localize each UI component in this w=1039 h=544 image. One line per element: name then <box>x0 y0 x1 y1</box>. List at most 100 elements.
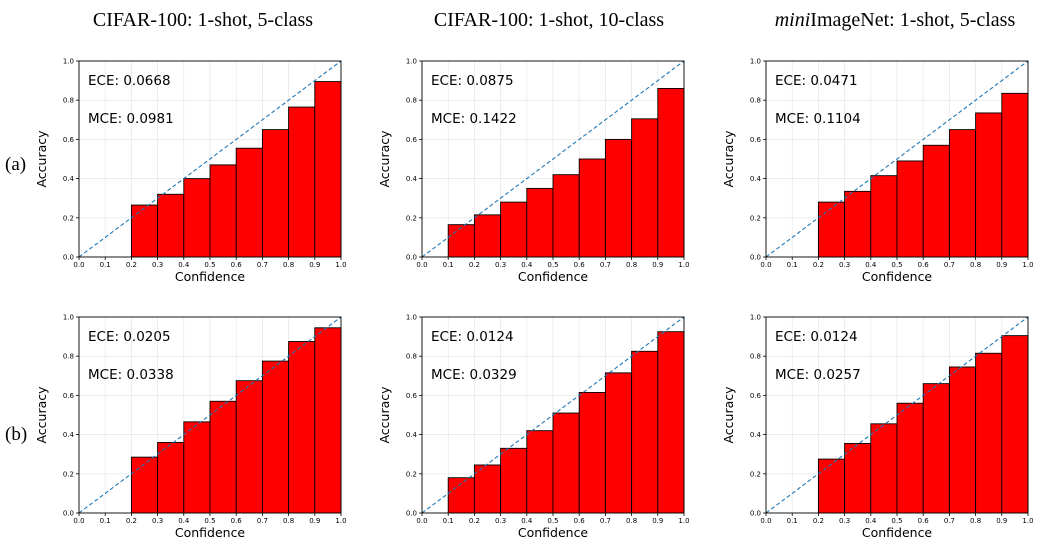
panel-3-xtick-label-7: 0.7 <box>944 261 955 269</box>
panel-4-bar-4 <box>209 400 237 514</box>
panel-6-xtick-label-3: 0.3 <box>839 517 850 525</box>
panel-5-xlabel: Confidence <box>518 525 589 540</box>
panel-1-xtick-label-3: 0.3 <box>152 261 163 269</box>
panel-6-xtick-label-9: 0.9 <box>996 517 1007 525</box>
panel-3-xtick-label-1: 0.1 <box>787 261 798 269</box>
panel-1-ytick-label-4: 0.8 <box>63 97 74 105</box>
panel-4-bar-6 <box>261 360 290 514</box>
panel-3-ytick-label-5: 1.0 <box>750 58 761 66</box>
panel-2-bar-9 <box>657 87 685 258</box>
panel-6-xtick-label-4: 0.4 <box>865 517 877 525</box>
panel-6-xtick-label-10: 1.0 <box>1022 517 1033 525</box>
panel-6-xtick-label-5: 0.5 <box>891 517 902 525</box>
panel-1-xtick-label-5: 0.5 <box>204 261 215 269</box>
panel-6-bar-6 <box>948 366 977 514</box>
panel-2-ylabel: Accuracy <box>377 130 392 188</box>
panel-2-bar-4 <box>526 187 554 258</box>
panel-5-xtick-label-7: 0.7 <box>600 517 611 525</box>
panel-1-xtick-label-10: 1.0 <box>335 261 346 269</box>
panel-4-ytick-label-5: 1.0 <box>63 314 74 322</box>
panel-5: 0.0 0.1 0.2 0.3 0.4 0.5 0.6 0.7 0.8 0.9 1.0 0.0 0.2 0… <box>377 314 690 541</box>
panel-1-ytick-label-1: 0.2 <box>63 214 74 222</box>
panel-4-xtick-label-7: 0.7 <box>257 517 268 525</box>
panel-3-xtick-label-5: 0.5 <box>891 261 902 269</box>
panel-2-xtick-label-7: 0.7 <box>600 261 611 269</box>
panel-1-bar-2 <box>157 193 185 258</box>
panel-3-bar-2 <box>844 190 872 258</box>
panel-4-ytick-label-3: 0.6 <box>63 392 75 400</box>
panel-3-xlabel: Confidence <box>862 269 933 284</box>
panel-5-mce-label: MCE: 0.0329 <box>431 367 517 383</box>
panel-1: 0.0 0.1 0.2 0.3 0.4 0.5 0.6 0.7 0.8 0.9 1.0 0.0 0.2 0… <box>34 58 347 285</box>
panel-6-diagonal-line <box>765 316 1029 514</box>
panel-2: 0.0 0.1 0.2 0.3 0.4 0.5 0.6 0.7 0.8 0.9 1.0 0.0 0.2 0… <box>377 58 690 285</box>
panel-2-bar-1 <box>447 224 475 258</box>
column-title-1: CIFAR-100: 1-shot, 5-class <box>93 9 313 31</box>
panel-2-xtick-label-2: 0.2 <box>469 261 480 269</box>
panel-5-ylabel: Accuracy <box>377 386 392 444</box>
panel-2-xtick-label-9: 0.9 <box>652 261 663 269</box>
panel-1-ytick-label-5: 1.0 <box>63 58 74 66</box>
panel-1-bar-4 <box>209 164 237 258</box>
panel-3-xtick-label-3: 0.3 <box>839 261 850 269</box>
panel-2-ece-label: ECE: 0.0875 <box>431 73 514 89</box>
panel-2-xtick-label-0: 0.0 <box>416 261 427 269</box>
panel-4-xlabel: Confidence <box>175 525 246 540</box>
panel-3-xtick-label-2: 0.2 <box>813 261 824 269</box>
panel-1-mce-label: MCE: 0.0981 <box>88 111 174 127</box>
panel-5-bar-3 <box>500 447 528 514</box>
panel-6-xtick-label-6: 0.6 <box>918 517 930 525</box>
panel-4-xtick-label-10: 1.0 <box>335 517 346 525</box>
panel-4-bar-8 <box>314 327 342 514</box>
panel-3-bar-4 <box>896 160 924 258</box>
panel-1-bar-6 <box>261 129 290 258</box>
panel-4-xtick-label-3: 0.3 <box>152 517 163 525</box>
panel-3-bar-1 <box>817 201 846 258</box>
panel-4-bar-2 <box>157 441 185 514</box>
panel-1-bar-3 <box>183 178 211 258</box>
panel-5-ytick-label-0: 0.0 <box>406 510 417 518</box>
panel-3-ytick-label-2: 0.4 <box>750 175 762 183</box>
panel-4-bar-5 <box>235 380 263 514</box>
panel-1-bar-5 <box>235 147 263 258</box>
panel-4-xtick-label-6: 0.6 <box>231 517 243 525</box>
row-label-a: (a) <box>5 154 26 175</box>
panel-2-xtick-label-10: 1.0 <box>678 261 689 269</box>
panel-1-ylabel: Accuracy <box>34 130 49 188</box>
panel-1-ytick-label-0: 0.0 <box>63 254 74 262</box>
panel-5-bar-6 <box>578 392 606 514</box>
panel-5-xtick-label-0: 0.0 <box>416 517 427 525</box>
panel-2-xtick-label-5: 0.5 <box>547 261 558 269</box>
panel-4-xtick-label-2: 0.2 <box>126 517 137 525</box>
panel-3: 0.0 0.1 0.2 0.3 0.4 0.5 0.6 0.7 0.8 0.9 1.0 0.0 0.2 0… <box>721 58 1034 285</box>
panel-6-ylabel: Accuracy <box>721 386 736 444</box>
panel-4-diagonal-line <box>78 316 342 514</box>
panel-3-xtick-label-4: 0.4 <box>865 261 877 269</box>
panel-5-bar-8 <box>631 350 659 514</box>
panel-4-xtick-label-4: 0.4 <box>178 517 190 525</box>
panel-3-ytick-label-0: 0.0 <box>750 254 761 262</box>
panel-4-ylabel: Accuracy <box>34 386 49 444</box>
panel-2-bar-3 <box>500 201 528 258</box>
panel-6-ytick-label-2: 0.4 <box>750 431 762 439</box>
panel-5-bar-7 <box>604 372 633 514</box>
panel-5-diagonal-line <box>421 316 685 514</box>
panel-2-ytick-label-1: 0.2 <box>406 214 417 222</box>
panel-5-xtick-label-5: 0.5 <box>547 517 558 525</box>
panel-2-bar-2 <box>473 214 502 258</box>
panel-2-xtick-label-4: 0.4 <box>521 261 533 269</box>
panel-1-bar-8 <box>314 81 342 258</box>
panel-6-ytick-label-4: 0.8 <box>750 353 761 361</box>
panel-4-bar-3 <box>183 421 211 514</box>
panel-6-bar-1 <box>817 458 846 514</box>
panel-2-xtick-label-1: 0.1 <box>443 261 454 269</box>
panel-6-ytick-label-1: 0.2 <box>750 470 761 478</box>
panel-3-bar-6 <box>948 129 977 258</box>
panel-5-xtick-label-8: 0.8 <box>626 517 637 525</box>
panel-3-bar-8 <box>1001 92 1029 258</box>
panel-5-ytick-label-3: 0.6 <box>406 392 418 400</box>
panel-2-bar-8 <box>631 118 659 258</box>
panel-1-xtick-label-4: 0.4 <box>178 261 190 269</box>
panel-6-ece-label: ECE: 0.0124 <box>775 329 858 345</box>
